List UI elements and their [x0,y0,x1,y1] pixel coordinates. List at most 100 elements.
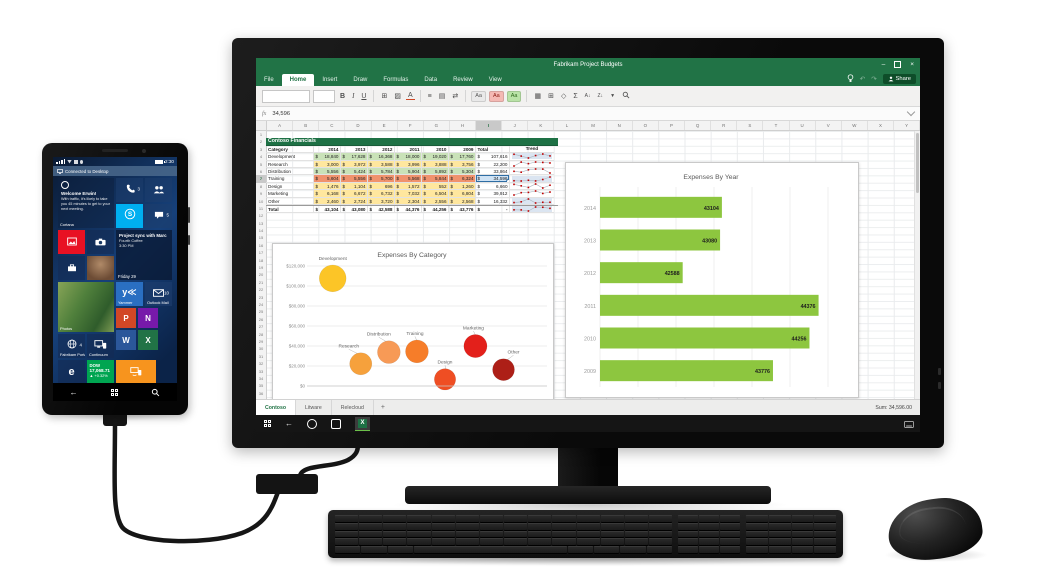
back-button[interactable]: ← [69,387,78,397]
wrap-text-button[interactable]: ⇄ [452,92,459,100]
column-header-V[interactable]: V [816,121,842,130]
value-cell[interactable]: $2,724 [341,197,368,205]
undo-icon[interactable]: ↶ [859,75,866,83]
row-header-2[interactable]: 2 [259,139,263,145]
tile-people[interactable] [145,178,172,202]
delete-cells-button[interactable]: ⊞ [548,92,554,100]
column-header-J[interactable]: J [502,121,529,130]
tile-sync[interactable] [116,360,156,384]
tile-photos[interactable]: Photos [58,282,114,332]
row-header-26[interactable]: 26 [258,316,264,322]
value-cell[interactable]: $44,376 [395,205,422,214]
value-cell[interactable]: $17,760 [449,153,476,161]
tile-calendar[interactable]: Project sync with Marc Fourth Coffee 3:3… [116,230,172,280]
category-cell[interactable]: Design [266,182,314,191]
value-cell[interactable]: $3,888 [422,160,449,168]
value-cell[interactable]: $3,588 [368,160,395,168]
total-cell[interactable]: $6,660 [476,182,510,191]
redo-icon[interactable]: ↷ [871,75,877,83]
find-icon[interactable] [620,91,632,101]
ribbon-tab-insert[interactable]: Insert [322,77,338,83]
row-header-30[interactable]: 30 [258,346,264,352]
add-sheet-button[interactable]: + [380,404,385,411]
tile-continuum[interactable]: Continuum [87,334,114,358]
row-header-18[interactable]: 18 [258,257,264,263]
value-cell[interactable]: $5,568 [395,175,422,183]
filter-button[interactable]: ▼ [610,92,616,99]
select-all-corner[interactable] [256,121,267,130]
underline-button[interactable]: U [361,92,367,100]
column-header-T[interactable]: T [763,121,790,130]
value-cell[interactable]: $17,628 [341,153,368,161]
row-header-14[interactable]: 14 [258,228,264,234]
share-button[interactable]: Share [882,73,916,84]
row-header-15[interactable]: 15 [258,235,264,241]
column-header-O[interactable]: O [633,121,659,130]
value-cell[interactable]: $6,168 [314,190,341,198]
value-cell[interactable]: $5,844 [422,175,449,183]
tile-word[interactable]: W [116,330,136,350]
row-header-7[interactable]: 7 [256,175,266,183]
scrollbar-thumb[interactable] [916,133,919,193]
value-cell[interactable]: $5,424 [341,167,368,176]
taskbar-task-view-button[interactable] [331,418,341,429]
style-good-button[interactable]: Aa [506,90,522,102]
tell-me-lightbulb-icon[interactable] [847,74,854,83]
sheet-tab-litware[interactable]: Litware [296,400,332,415]
row-header-21[interactable]: 21 [258,279,264,285]
value-cell[interactable]: $2,304 [395,197,422,205]
bold-button[interactable]: B [340,92,346,100]
clear-format-button[interactable]: ◇ [560,92,567,100]
value-cell[interactable]: $6,324 [449,175,476,183]
tile-camera[interactable] [87,230,114,254]
start-button[interactable] [110,388,118,396]
row-header-33[interactable]: 33 [258,368,264,374]
tile-contact[interactable] [87,256,114,280]
font-size-box[interactable] [313,89,335,103]
total-cell[interactable]: $ - [476,205,510,214]
total-cell[interactable]: $107,616 [476,153,510,161]
row-header-5[interactable]: 5 [259,161,263,167]
font-name-box[interactable] [262,89,310,103]
value-cell[interactable]: $6,504 [422,190,449,198]
value-cell[interactable]: $5,556 [341,175,368,183]
column-header-R[interactable]: R [711,121,738,130]
column-header-L[interactable]: L [554,121,581,130]
column-header-C[interactable]: C [319,121,346,130]
financials-table[interactable]: Contoso Financials Category 2014 2013 2012 20… [266,138,558,214]
column-header-D[interactable]: D [345,121,372,130]
value-cell[interactable]: $19,020 [422,153,449,161]
value-cell[interactable]: $1,476 [314,182,341,191]
value-cell[interactable]: $43,080 [341,205,368,214]
sheet-tab-relecloud[interactable]: Relecloud [332,400,374,415]
row-header-19[interactable]: 19 [258,265,264,271]
tile-skype[interactable]: S [116,204,143,228]
tile-fabrikam-portal[interactable]: 4 Fabrikam Portal [58,334,85,358]
category-cell[interactable]: Development [266,153,314,161]
row-header-12[interactable]: 12 [258,213,264,219]
close-button[interactable]: × [910,61,914,68]
row-header-24[interactable]: 24 [258,301,264,307]
category-cell[interactable]: Training [266,175,314,183]
column-header-Q[interactable]: Q [685,121,712,130]
row-header-20[interactable]: 20 [258,272,264,278]
bubble-chart[interactable]: Expenses By Category $0 $20,000 $40,000 $60,… [272,243,554,399]
row-header-35[interactable]: 35 [258,383,264,389]
search-button[interactable] [151,388,160,397]
column-header-G[interactable]: G [424,121,450,130]
value-cell[interactable]: $5,904 [395,167,422,176]
total-cell[interactable]: $33,864 [476,167,510,176]
column-header-M[interactable]: M [581,121,607,130]
row-header-36[interactable]: 36 [258,390,264,396]
column-header-A[interactable]: A [267,121,294,130]
category-cell[interactable]: Total [266,205,314,214]
value-cell[interactable]: $5,304 [449,167,476,176]
insert-cells-button[interactable]: ▦ [534,92,542,100]
taskbar-excel-button[interactable]: X [355,416,370,431]
value-cell[interactable]: $1,572 [395,182,422,191]
tile-edge[interactable]: e [58,360,85,384]
tile-news[interactable] [58,230,85,254]
tile-onenote[interactable]: N [138,308,158,328]
tile-phone[interactable]: 3 [116,178,143,202]
style-normal-button[interactable]: Aa [471,90,486,102]
